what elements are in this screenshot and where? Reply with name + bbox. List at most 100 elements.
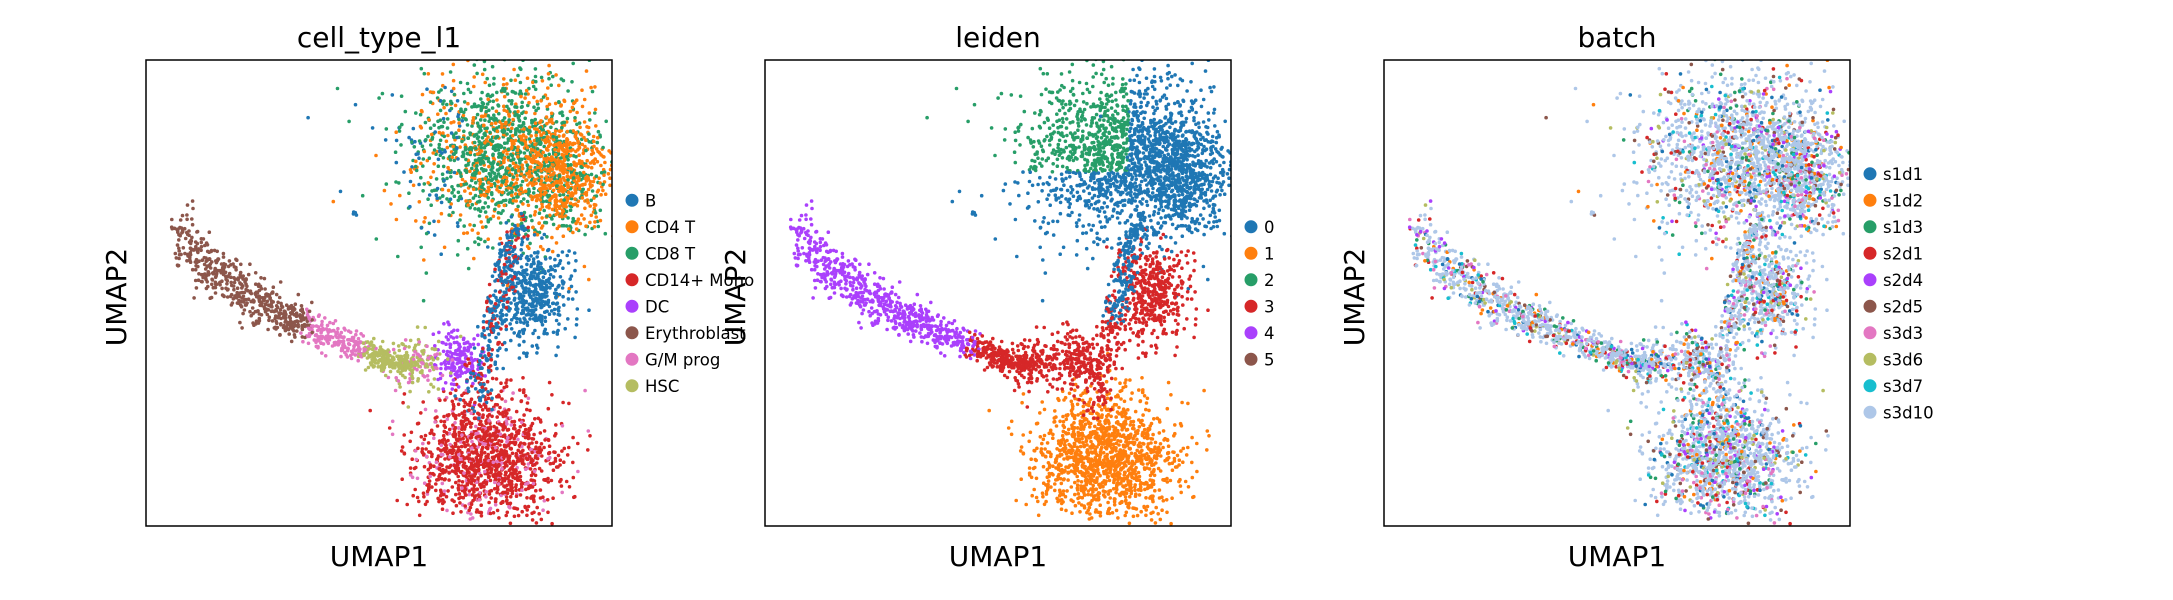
data-point [185,252,190,257]
data-point [490,106,495,110]
data-point [576,469,580,474]
data-point [567,401,571,406]
data-point [441,433,446,438]
data-point [526,445,531,449]
data-point [351,335,356,340]
data-point [556,465,560,469]
data-point [596,188,601,193]
data-point [486,219,491,224]
data-point [467,529,471,533]
data-point [433,344,437,348]
data-point [456,486,461,491]
data-point [553,434,557,438]
data-point [449,175,453,179]
data-point [441,349,446,354]
data-point [417,513,422,518]
data-point [438,99,443,103]
data-point [493,29,497,33]
data-point [557,313,562,317]
data-point [197,272,201,276]
data-point [363,368,368,372]
data-point [510,482,514,487]
data-point [511,199,516,203]
data-point [566,317,570,321]
data-point [506,475,511,479]
data-point [522,275,527,280]
data-point [546,248,550,253]
data-point [496,104,501,108]
data-point [468,505,473,510]
data-point [455,135,459,140]
data-point [504,381,508,385]
data-point [456,238,461,243]
data-point [497,478,501,482]
data-point [591,134,596,139]
data-point [201,272,206,277]
data-point [485,379,490,384]
data-point [513,192,518,196]
data-point [543,315,547,320]
data-point [498,405,502,410]
data-point [330,335,335,340]
data-point [397,129,402,133]
data-point [521,331,526,336]
data-point [503,122,508,126]
data-point [419,161,423,166]
data-point [473,472,477,476]
data-point [421,164,425,168]
data-point [299,331,303,335]
data-point [594,174,599,178]
data-point [583,182,587,186]
data-point [481,182,485,186]
data-point [530,344,535,348]
data-point [542,164,547,168]
data-point [577,40,581,44]
data-point [449,106,454,111]
data-point [454,458,459,462]
data-point [424,362,429,367]
data-point [448,70,453,74]
data-point [213,291,218,295]
data-point [475,164,479,168]
data-point [550,207,555,212]
data-point [451,210,455,215]
data-point [557,100,561,104]
data-point [421,352,426,356]
data-point [473,495,477,499]
data-point [409,364,413,369]
data-point [535,318,539,323]
data-point [534,79,538,84]
data-point [366,365,371,370]
data-point [546,457,550,461]
data-point [427,482,431,487]
data-point [323,354,328,358]
data-point [333,319,338,323]
data-point [471,381,475,386]
data-point [490,64,495,69]
data-point [504,182,508,187]
data-point [493,116,497,121]
data-point [527,433,531,437]
data-point [538,194,543,198]
data-point [514,284,518,289]
data-point [515,456,519,460]
data-point [201,237,206,241]
data-point [551,330,556,335]
data-point [523,290,528,295]
data-point [452,92,457,97]
data-point [556,35,560,39]
data-point [424,447,428,451]
data-point [567,445,571,450]
data-point [469,461,474,466]
data-point [593,107,598,112]
data-point [546,298,551,303]
data-point [539,282,544,287]
data-point [494,377,499,381]
data-point [573,118,577,123]
data-point [253,282,258,287]
data-point [451,144,456,149]
data-point [514,494,519,499]
data-point [560,169,565,174]
data-point [528,408,532,413]
data-point [480,225,485,229]
